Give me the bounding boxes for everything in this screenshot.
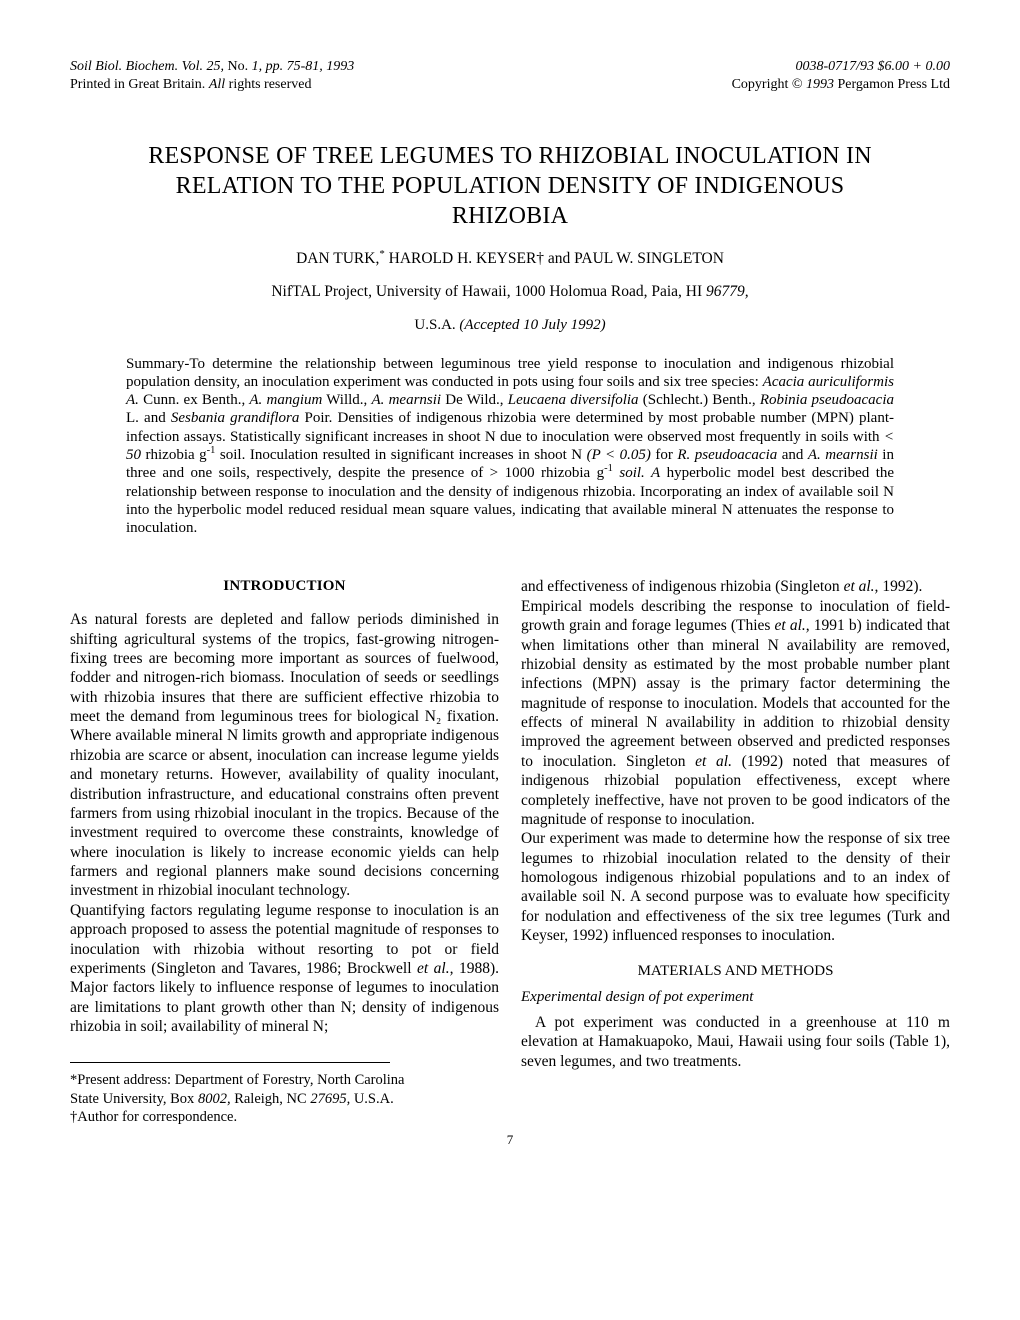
printed: Printed in Great Britain. xyxy=(70,77,209,92)
t4: (Schlecht.) Benth., xyxy=(639,392,760,408)
intro-para-2: Quantifying factors regulating legume re… xyxy=(70,901,499,1037)
species-6: Sesbania grandiflora xyxy=(171,410,299,426)
page-number: 7 xyxy=(70,1132,950,1148)
header-row-1: Soil Biol. Biochem. Vol. 25, No. 1, pp. … xyxy=(70,58,950,76)
p1a: As natural forests are depleted and fall… xyxy=(70,611,499,725)
price: 0038-0717/93 $6.00 + 0.00 xyxy=(796,58,951,76)
footnotes: *Present address: Department of Forestry… xyxy=(70,1071,430,1125)
t1: Cunn. ex Benth., xyxy=(139,392,249,408)
article-title: RESPONSE OF TREE LEGUMES TO RHIZOBIAL IN… xyxy=(132,141,888,231)
journal-ref: Soil Biol. Biochem. Vol. 25, No. 1, pp. … xyxy=(70,58,354,76)
t3: De Wild., xyxy=(441,392,508,408)
footnote-rule xyxy=(70,1062,390,1063)
soil-a: soil. A xyxy=(619,465,660,481)
p0b: 1992). xyxy=(878,578,922,595)
accepted-date: (Accepted 10 July 1992) xyxy=(459,317,605,333)
affil-text: NifTAL Project, University of Hawaii, 10… xyxy=(271,283,706,300)
header-row-2: Printed in Great Britain. All rights res… xyxy=(70,76,950,94)
rights: rights reserved xyxy=(229,77,312,92)
f1c: U.S.A. xyxy=(350,1091,394,1107)
r-para-2: Our experiment was made to determine how… xyxy=(521,829,950,945)
p1b: fixation. Where available mineral N limi… xyxy=(70,708,499,899)
r-para-1: Empirical models describing the response… xyxy=(521,597,950,830)
species-8: A. mearnsii xyxy=(808,447,878,463)
f1box: 8002, xyxy=(198,1091,231,1107)
copyright-post: Pergamon Press Ltd xyxy=(837,77,950,92)
rights-all: All xyxy=(209,77,229,92)
species-5: Robinia pseudoacacia xyxy=(760,392,894,408)
copyright-pre: Copyright © xyxy=(732,77,806,92)
t10: and xyxy=(777,447,808,463)
authors: DAN TURK,* HAROLD H. KEYSER† and PAUL W.… xyxy=(70,249,950,268)
materials-methods-heading: MATERIALS AND METHODS xyxy=(521,962,950,981)
intro-para-1: As natural forests are depleted and fall… xyxy=(70,610,499,901)
copyright-year: 1993 xyxy=(806,77,838,92)
issue-detail: 1, pp. 75-81, 1993 xyxy=(248,59,354,74)
affil-zip: 96779, xyxy=(706,283,749,300)
author-1: DAN TURK, xyxy=(296,250,379,267)
copyright-line: Copyright © 1993 Pergamon Press Ltd xyxy=(732,76,950,94)
accepted-line: U.S.A. (Accepted 10 July 1992) xyxy=(70,316,950,335)
p0etal: et al., xyxy=(844,578,879,595)
country: U.S.A. xyxy=(414,317,459,333)
journal-name: Soil Biol. Biochem. Vol. 25, xyxy=(70,59,224,74)
p2etal: et al., xyxy=(417,960,453,977)
printed-line: Printed in Great Britain. All rights res… xyxy=(70,76,311,94)
f1zip: 27695, xyxy=(310,1091,350,1107)
p05: (P < 0.05) xyxy=(587,447,651,463)
footnote-1: *Present address: Department of Forestry… xyxy=(70,1071,430,1107)
r1etal: et al., xyxy=(775,617,810,634)
footnote-2: †Author for correspondence. xyxy=(70,1108,430,1126)
r-para-0: and effectiveness of indigenous rhizobia… xyxy=(521,577,950,596)
body-columns: INTRODUCTION As natural forests are depl… xyxy=(70,577,950,1125)
f1b: Raleigh, NC xyxy=(231,1091,311,1107)
mm-para-1: A pot experiment was conducted in a gree… xyxy=(521,1013,950,1071)
introduction-heading: INTRODUCTION xyxy=(70,577,499,596)
sup2: -1 xyxy=(604,463,613,474)
column-right: and effectiveness of indigenous rhizobia… xyxy=(521,577,950,1125)
affiliation: NifTAL Project, University of Hawaii, 10… xyxy=(70,282,950,301)
t2: Willd., xyxy=(322,392,371,408)
column-left: INTRODUCTION As natural forests are depl… xyxy=(70,577,499,1125)
r1b: 1991 b) indicated that when limitations … xyxy=(521,617,950,770)
r1etal2: et al. xyxy=(695,753,732,770)
p0a: and effectiveness of indigenous rhizobia… xyxy=(521,578,844,595)
abstract: Summary-To determine the relationship be… xyxy=(126,355,894,538)
species-3: A. mearnsii xyxy=(371,392,441,408)
issue-no: No. xyxy=(227,59,248,74)
t7: rhizobia g xyxy=(141,447,207,463)
t8: soil. Inoculation resulted in significan… xyxy=(215,447,586,463)
species-2: A. mangium xyxy=(249,392,322,408)
species-4: Leucaena diversifolia xyxy=(508,392,639,408)
t5: L. and xyxy=(126,410,171,426)
t9: for xyxy=(651,447,678,463)
species-7: R. pseudoacacia xyxy=(677,447,777,463)
authors-rest: HAROLD H. KEYSER† and PAUL W. SINGLETON xyxy=(385,250,724,267)
page: Soil Biol. Biochem. Vol. 25, No. 1, pp. … xyxy=(0,0,1020,1188)
subheading-experimental-design: Experimental design of pot experiment xyxy=(521,988,950,1007)
